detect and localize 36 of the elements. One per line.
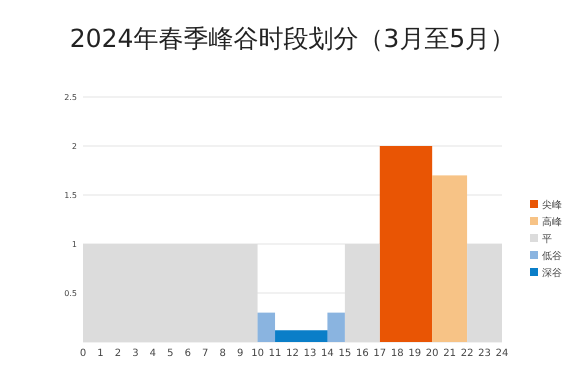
- x-tick-label: 15: [338, 348, 352, 359]
- x-tick-label: 21: [443, 348, 456, 359]
- legend-label: 低谷: [542, 250, 562, 262]
- y-tick-label: 1.5: [64, 191, 77, 200]
- x-tick-label: 12: [286, 348, 299, 359]
- x-tick-label: 22: [460, 348, 474, 359]
- y-tick-label: 1: [72, 240, 77, 249]
- x-tick-label: 3: [132, 348, 139, 359]
- legend-label: 高峰: [542, 216, 562, 228]
- x-tick-label: 11: [268, 348, 282, 359]
- legend-label: 深谷: [542, 267, 562, 279]
- y-tick-label: 2.5: [64, 93, 77, 102]
- x-tick-label: 14: [321, 348, 334, 359]
- x-tick-label: 5: [167, 348, 174, 359]
- x-tick-label: 17: [373, 348, 386, 359]
- x-tick-label: 10: [251, 348, 264, 359]
- x-tick-label: 6: [184, 348, 191, 359]
- x-tick-label: 7: [202, 348, 208, 359]
- x-tick-label: 19: [408, 348, 422, 359]
- x-tick-label: 13: [304, 348, 316, 359]
- x-tick-label: 1: [97, 348, 104, 359]
- chart-title: 2024年春季峰谷时段划分（3月至5月）: [70, 24, 516, 53]
- legend-label: 尖峰: [542, 199, 562, 211]
- x-tick-label: 0: [80, 348, 86, 359]
- y-tick-label: 0.5: [64, 289, 77, 298]
- x-tick-label: 20: [426, 348, 439, 359]
- x-tick-label: 8: [219, 348, 226, 359]
- x-tick-label: 9: [236, 348, 244, 359]
- x-tick-label: 4: [150, 348, 156, 359]
- x-tick-label: 16: [356, 348, 369, 359]
- x-tick-label: 23: [478, 348, 491, 359]
- x-tick-label: 18: [390, 348, 404, 359]
- legend-label: 平: [542, 234, 552, 245]
- y-tick-label: 2: [72, 142, 77, 151]
- x-tick-label: 2: [114, 348, 122, 359]
- x-tick-label: 24: [496, 348, 508, 359]
